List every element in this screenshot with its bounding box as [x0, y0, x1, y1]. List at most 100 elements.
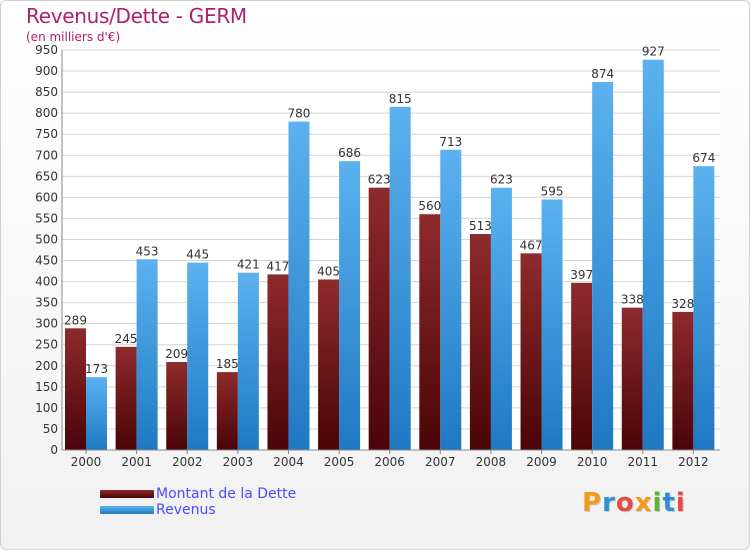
y-tick-label: 800 — [35, 106, 58, 120]
data-label-debt: 405 — [317, 264, 340, 278]
logo-letter: P — [582, 488, 603, 518]
y-tick-label: 850 — [35, 85, 58, 99]
legend-label-revenue: Revenus — [156, 502, 216, 518]
bar-debt — [520, 253, 542, 450]
x-tick-label: 2000 — [71, 455, 102, 469]
data-label-revenue: 445 — [186, 248, 209, 262]
data-label-debt: 623 — [368, 173, 391, 187]
data-label-debt: 467 — [520, 238, 543, 252]
y-tick-label: 550 — [35, 211, 58, 225]
bar-revenue — [541, 199, 563, 450]
legend-label-debt: Montant de la Dette — [156, 486, 297, 502]
bar-debt — [115, 346, 137, 450]
bar-debt — [469, 234, 491, 450]
logo-letter: i — [652, 488, 663, 518]
bar-revenue — [490, 187, 512, 450]
data-label-debt: 338 — [621, 293, 644, 307]
bar-revenue — [440, 149, 462, 450]
y-tick-label: 750 — [35, 127, 58, 141]
x-tick-label: 2011 — [627, 455, 658, 469]
bar-revenue — [86, 377, 107, 450]
y-tick-label: 400 — [35, 275, 58, 289]
y-tick-label: 500 — [35, 232, 58, 246]
data-label-revenue: 674 — [692, 151, 715, 165]
x-tick-label: 2003 — [223, 455, 254, 469]
logo-letter: o — [615, 488, 635, 518]
x-tick-label: 2005 — [324, 455, 355, 469]
y-tick-label: 250 — [35, 338, 58, 352]
bar-debt — [672, 311, 694, 450]
x-tick-label: 2002 — [172, 455, 203, 469]
y-tick-label: 350 — [35, 296, 58, 310]
data-label-revenue: 927 — [642, 45, 665, 59]
y-tick-label: 900 — [35, 64, 58, 78]
bar-revenue — [693, 166, 715, 451]
x-tick-label: 2006 — [374, 455, 405, 469]
labels-layer: 289 173 245 453 209 445 185 421 417 780 405 686 623 8… — [64, 45, 715, 376]
data-label-revenue: 421 — [237, 258, 260, 272]
bar-debt — [621, 307, 643, 450]
bar-revenue — [642, 59, 664, 451]
data-label-revenue: 173 — [85, 362, 108, 376]
data-label-debt: 289 — [64, 313, 87, 327]
x-tick-label: 2004 — [273, 455, 304, 469]
data-label-debt: 417 — [267, 259, 290, 273]
bar-debt — [166, 362, 188, 450]
legend-item-revenue: Revenus — [100, 502, 296, 518]
logo-letter: i — [675, 488, 686, 518]
legend-item-debt: Montant de la Dette — [100, 486, 296, 502]
data-label-revenue: 686 — [338, 146, 361, 160]
y-tick-label: 700 — [35, 148, 58, 162]
bar-revenue — [288, 121, 310, 450]
bar-debt — [368, 187, 390, 450]
data-label-debt: 245 — [115, 332, 138, 346]
axis-layer: 0 50 100 150 200 250 300 350 400 450 500 550 600 650 7… — [35, 43, 720, 469]
bars-layer — [65, 59, 715, 451]
data-label-revenue: 453 — [136, 244, 159, 258]
data-label-debt: 513 — [469, 219, 492, 233]
data-label-debt: 560 — [418, 199, 441, 213]
bar-debt — [318, 279, 340, 450]
x-tick-label: 2012 — [678, 455, 709, 469]
x-tick-label: 2009 — [526, 455, 557, 469]
y-tick-label: 150 — [35, 380, 58, 394]
data-label-debt: 328 — [671, 297, 694, 311]
bar-revenue — [187, 262, 209, 450]
data-label-revenue: 623 — [490, 173, 513, 187]
data-label-debt: 209 — [165, 347, 188, 361]
bar-debt — [571, 282, 593, 450]
proxiti-logo: Proxiti — [582, 488, 686, 518]
y-tick-label: 0 — [50, 443, 58, 457]
x-tick-label: 2001 — [121, 455, 152, 469]
data-label-revenue: 874 — [591, 67, 614, 81]
logo-letter: t — [662, 488, 676, 518]
logo-letter: x — [634, 488, 653, 518]
bar-debt — [419, 214, 441, 450]
logo-letter: r — [602, 488, 616, 518]
x-tick-label: 2008 — [476, 455, 507, 469]
legend-swatch-debt — [100, 490, 154, 498]
bar-revenue — [389, 106, 411, 450]
x-tick-label: 2010 — [577, 455, 608, 469]
y-tick-label: 600 — [35, 190, 58, 204]
data-label-revenue: 713 — [439, 135, 462, 149]
bar-debt — [216, 372, 238, 450]
bar-revenue — [339, 161, 361, 450]
bar-debt — [65, 328, 86, 450]
x-tick-label: 2007 — [425, 455, 456, 469]
data-label-debt: 397 — [570, 268, 593, 282]
data-label-revenue: 780 — [288, 107, 311, 121]
data-label-debt: 185 — [216, 357, 239, 371]
data-label-revenue: 815 — [389, 92, 412, 106]
y-tick-label: 50 — [43, 422, 58, 436]
bar-debt — [267, 274, 289, 450]
y-tick-label: 450 — [35, 254, 58, 268]
data-label-revenue: 595 — [541, 184, 564, 198]
chart-title: Revenus/Dette - GERM — [26, 4, 247, 28]
bar-revenue — [237, 272, 259, 450]
chart-subtitle: (en milliers d'€) — [26, 30, 121, 44]
bar-revenue — [592, 82, 614, 450]
legend-swatch-revenue — [100, 506, 154, 514]
y-tick-label: 200 — [35, 359, 58, 373]
